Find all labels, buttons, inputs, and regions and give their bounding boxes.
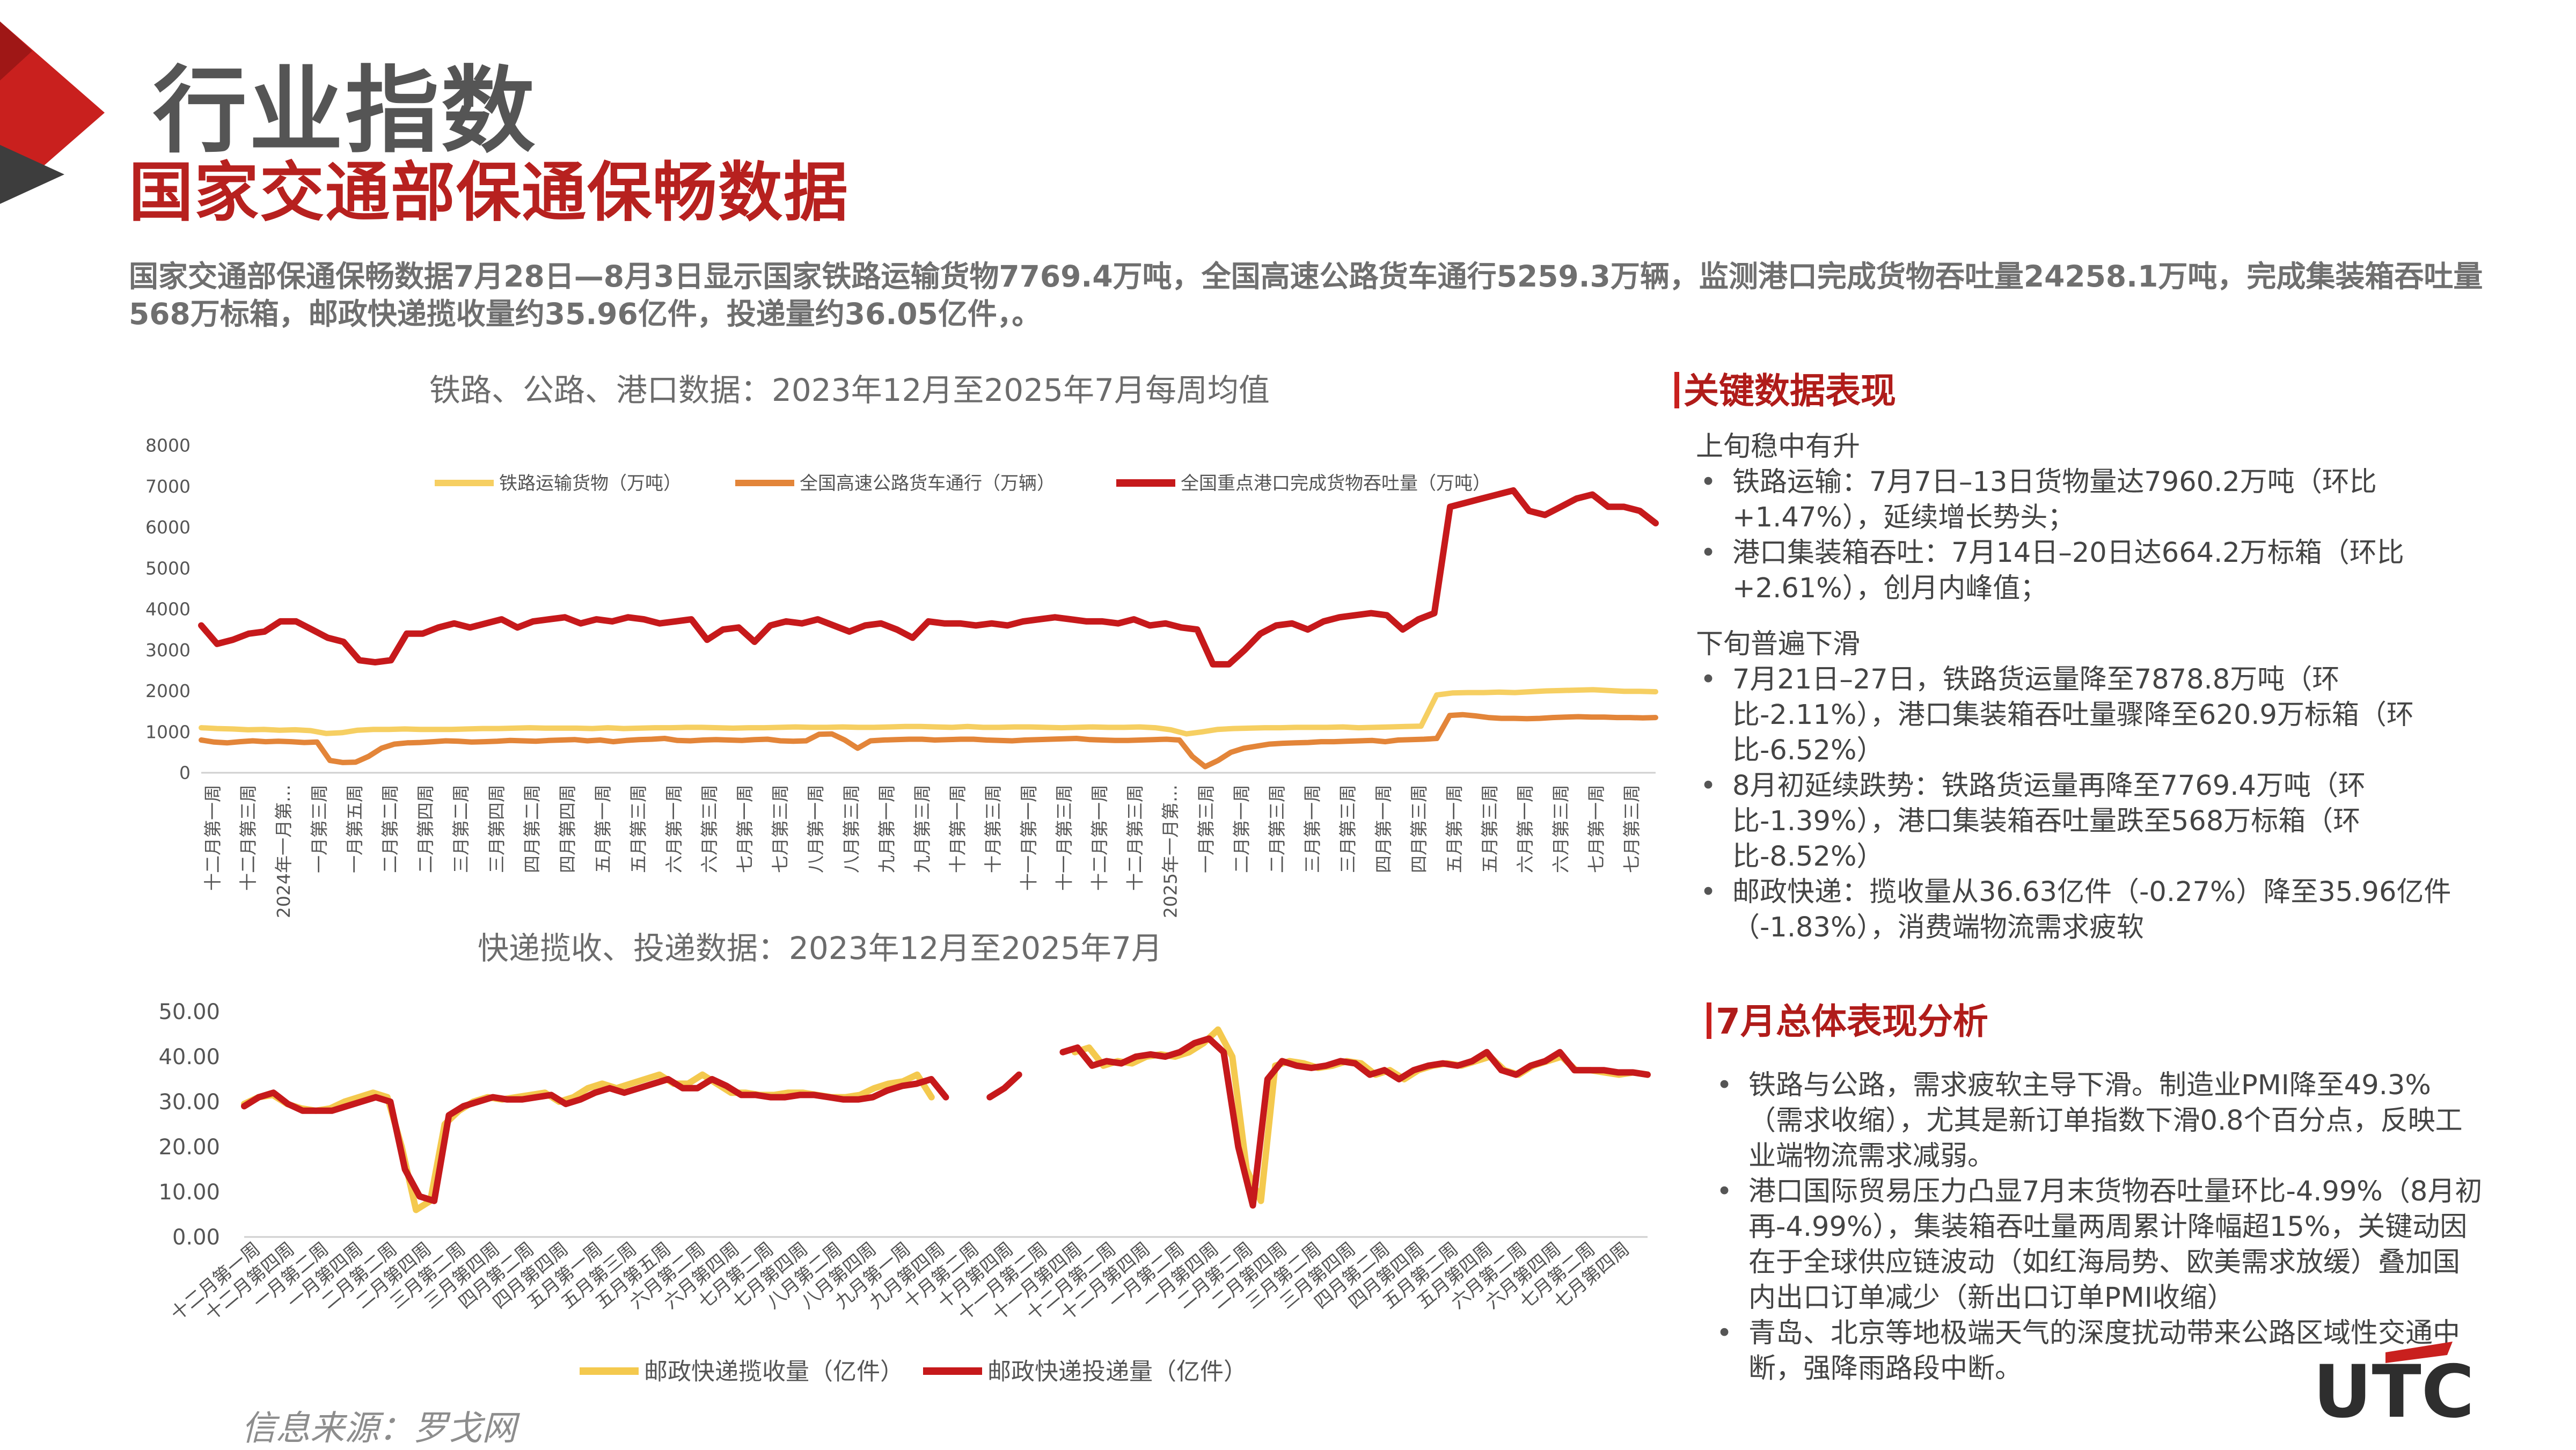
x-tick-label: 四月第一周 xyxy=(1373,785,1394,873)
series-line-2 xyxy=(199,712,1658,770)
legend-label: 铁路运输货物（万吨） xyxy=(499,473,682,494)
y-tick-label: 0 xyxy=(179,763,191,783)
series-line-2 xyxy=(1059,1035,1651,1209)
x-tick-label: 十二月第三周 xyxy=(1125,785,1146,891)
x-tick-label: 五月第三周 xyxy=(1480,785,1501,873)
y-tick-label: 8000 xyxy=(145,435,191,456)
y-tick-label: 5000 xyxy=(145,558,191,578)
y-tick-label: 7000 xyxy=(145,476,191,497)
series-line-1 xyxy=(199,687,1658,737)
july-analysis-panel: 铁路与公路，需求疲软主导下滑。制造业PMI降至49.3%（需求收缩），尤其是新订… xyxy=(1712,1068,2485,1387)
x-tick-label: 二月第一周 xyxy=(1231,785,1252,873)
july-analysis-heading: 7月总体表现分析 xyxy=(1707,993,1988,1044)
brand-arrow-logo xyxy=(0,21,105,204)
y-tick-label: 50.00 xyxy=(158,1000,220,1024)
x-tick-label: 十二月第一周 xyxy=(1089,785,1110,891)
series-line-2 xyxy=(986,1071,1022,1101)
x-tick-label: 一月第五周 xyxy=(344,785,365,873)
series-line-2 xyxy=(241,1076,949,1204)
x-tick-label: 九月第一周 xyxy=(876,785,897,873)
y-tick-label: 1000 xyxy=(145,721,191,742)
intro-paragraph: 国家交通部保通保畅数据7月28日—8月3日显示国家铁路运输货物7769.4万吨，… xyxy=(129,259,2483,331)
list-item: 铁路运输：7月7日–13日货物量达7960.2万吨（环比+1.47%），延续增长… xyxy=(1696,465,2469,536)
x-tick-label: 三月第一周 xyxy=(1302,785,1323,873)
legend-label: 邮政快递揽收量（亿件） xyxy=(644,1358,904,1385)
list-item: 邮政快递：揽收量从36.63亿件（-0.27%）降至35.96亿件（-1.83%… xyxy=(1696,875,2469,946)
y-tick-label: 3000 xyxy=(145,640,191,661)
x-tick-label: 一月第三周 xyxy=(1196,785,1217,873)
x-tick-label: 2025年一月第… xyxy=(1160,785,1181,918)
series-line-3 xyxy=(198,487,1659,668)
x-tick-label: 七月第一周 xyxy=(1586,785,1607,873)
section-title-lower: 下旬普遍下滑 xyxy=(1696,628,1861,660)
y-tick-label: 2000 xyxy=(145,680,191,701)
source-note: 信息来源：罗戈网 xyxy=(241,1409,516,1448)
chart2-title: 快递揽收、投递数据：2023年12月至2025年7月 xyxy=(478,930,1162,966)
y-tick-label: 30.00 xyxy=(158,1090,220,1115)
x-tick-label: 七月第三周 xyxy=(1621,785,1642,873)
lower-list: 7月21日–27日，铁路货运量降至7878.8万吨（环比-2.11%），港口集装… xyxy=(1696,662,2469,946)
express-line-chart: 50.0040.0030.0020.0010.000.00十二月第一周十二月第四… xyxy=(158,1000,1651,1385)
x-tick-label: 四月第四周 xyxy=(557,785,578,873)
heading-bar xyxy=(1707,1002,1711,1039)
key-data-heading: 关键数据表现 xyxy=(1674,362,1896,414)
y-tick-label: 4000 xyxy=(145,599,191,620)
list-item: 港口国际贸易压力凸显7月末货物吞吐量环比-4.99%（8月初再-4.99%），集… xyxy=(1712,1174,2485,1316)
y-tick-label: 0.00 xyxy=(172,1225,220,1250)
legend-label: 全国重点港口完成货物吞吐量（万吨） xyxy=(1181,473,1491,494)
y-tick-label: 6000 xyxy=(145,517,191,538)
x-tick-label: 六月第三周 xyxy=(1550,785,1571,873)
x-tick-label: 五月第三周 xyxy=(628,785,649,873)
x-tick-label: 十一月第三周 xyxy=(1053,785,1074,891)
x-tick-label: 三月第四周 xyxy=(486,785,507,873)
upper-list: 铁路运输：7月7日–13日货物量达7960.2万吨（环比+1.47%），延续增长… xyxy=(1696,465,2469,606)
list-item: 青岛、北京等地极端天气的深度扰动带来公路区域性交通中断，强降雨路段中断。 xyxy=(1712,1316,2485,1387)
x-tick-label: 十月第三周 xyxy=(983,785,1004,873)
key-data-panel: 上旬稳中有升 铁路运输：7月7日–13日货物量达7960.2万吨（环比+1.47… xyxy=(1696,429,2469,946)
x-tick-label: 七月第三周 xyxy=(770,785,791,873)
x-tick-label: 九月第三周 xyxy=(912,785,933,873)
x-tick-label: 五月第一周 xyxy=(592,785,613,873)
chart1-title: 铁路、公路、港口数据：2023年12月至2025年7月每周均值 xyxy=(429,372,1270,408)
heading-bar xyxy=(1674,372,1679,408)
x-tick-label: 三月第二周 xyxy=(451,785,472,873)
list-item: 铁路与公路，需求疲软主导下滑。制造业PMI降至49.3%（需求收缩），尤其是新订… xyxy=(1712,1068,2485,1174)
y-tick-label: 40.00 xyxy=(158,1045,220,1070)
x-tick-label: 四月第二周 xyxy=(522,785,543,873)
x-tick-label: 八月第三周 xyxy=(841,785,862,873)
key-data-heading-text: 关键数据表现 xyxy=(1684,370,1896,412)
list-item: 港口集装箱吞吐：7月14日–20日达664.2万标箱（环比+2.61%），创月内… xyxy=(1696,536,2469,606)
x-tick-label: 三月第三周 xyxy=(1337,785,1358,873)
y-tick-label: 10.00 xyxy=(158,1180,220,1205)
utc-logo-text: UTC xyxy=(2313,1350,2474,1422)
legend-label: 邮政快递投递量（亿件） xyxy=(987,1358,1247,1385)
x-tick-label: 八月第一周 xyxy=(806,785,826,873)
list-item: 7月21日–27日，铁路货运量降至7878.8万吨（环比-2.11%），港口集装… xyxy=(1696,662,2469,768)
x-tick-label: 六月第三周 xyxy=(699,785,720,873)
x-tick-label: 一月第三周 xyxy=(309,785,330,873)
x-tick-label: 六月第一周 xyxy=(1515,785,1536,873)
x-tick-label: 2024年一月第… xyxy=(273,785,294,918)
x-tick-label: 七月第一周 xyxy=(735,785,756,873)
july-analysis-heading-text: 7月总体表现分析 xyxy=(1716,1001,1988,1042)
x-tick-label: 六月第一周 xyxy=(663,785,684,873)
freight-line-chart: 800070006000500040003000200010000十二月第一周十… xyxy=(145,435,1659,918)
x-tick-label: 二月第三周 xyxy=(1267,785,1287,873)
x-tick-label: 十二月第三周 xyxy=(238,785,259,891)
july-list: 铁路与公路，需求疲软主导下滑。制造业PMI降至49.3%（需求收缩），尤其是新订… xyxy=(1712,1068,2485,1387)
x-tick-label: 十一月第一周 xyxy=(1018,785,1039,891)
x-tick-label: 二月第四周 xyxy=(415,785,436,873)
section-title-upper: 上旬稳中有升 xyxy=(1696,431,1861,463)
x-tick-label: 十月第一周 xyxy=(947,785,968,873)
list-item: 8月初延续跌势：铁路货运量再降至7769.4万吨（环比-1.39%），港口集装箱… xyxy=(1696,768,2469,875)
x-tick-label: 四月第三周 xyxy=(1408,785,1429,873)
x-tick-label: 五月第一周 xyxy=(1444,785,1465,873)
legend-label: 全国高速公路货车通行（万辆） xyxy=(800,473,1055,494)
utc-logo: UTC xyxy=(2313,1342,2474,1422)
x-tick-label: 十二月第一周 xyxy=(202,785,223,891)
y-tick-label: 20.00 xyxy=(158,1135,220,1160)
page-subtitle: 国家交通部保通保畅数据 xyxy=(129,156,849,230)
x-tick-label: 二月第二周 xyxy=(380,785,401,873)
page-title: 行业指数 xyxy=(153,57,537,166)
